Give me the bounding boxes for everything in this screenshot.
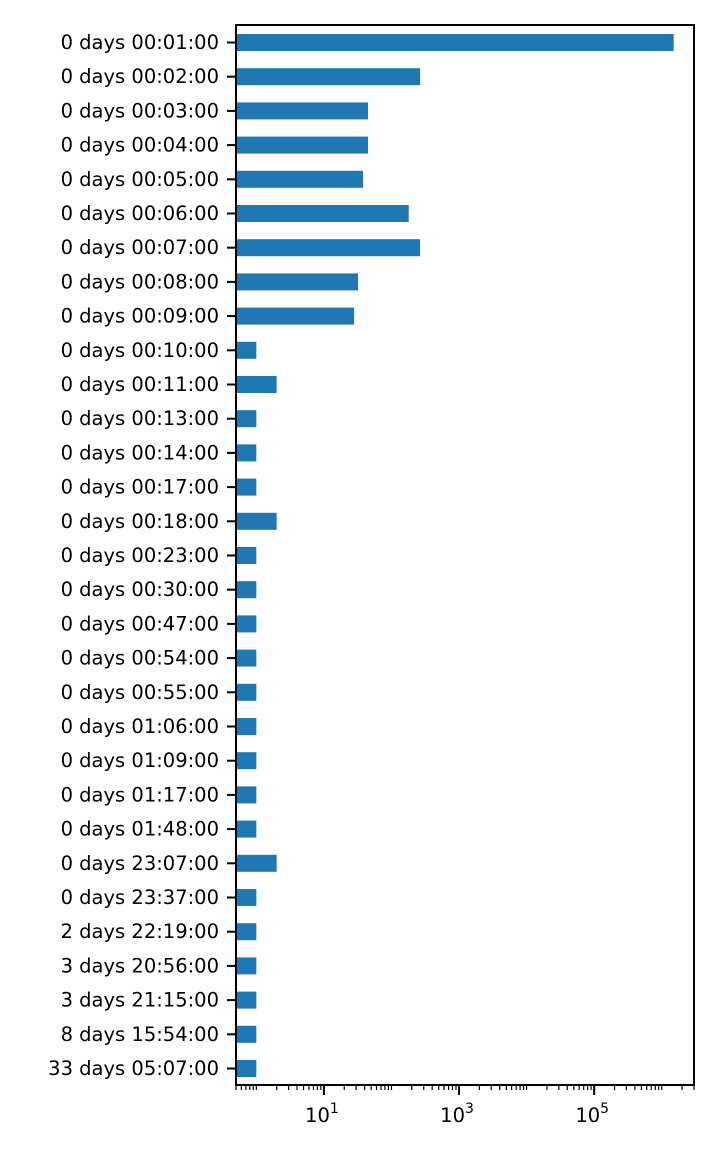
bar xyxy=(236,752,257,770)
y-tick-label: 0 days 00:11:00 xyxy=(61,373,219,396)
bar xyxy=(236,786,257,804)
y-tick-label: 0 days 00:54:00 xyxy=(61,647,219,670)
y-tick-label: 0 days 00:07:00 xyxy=(61,236,219,259)
y-tick-label: 0 days 01:48:00 xyxy=(61,818,219,841)
bar xyxy=(236,68,421,86)
y-tick-label: 0 days 00:47:00 xyxy=(61,612,219,635)
y-tick-label: 8 days 15:54:00 xyxy=(61,1023,219,1046)
y-tick-label: 0 days 00:09:00 xyxy=(61,305,219,328)
bar xyxy=(236,444,257,462)
y-tick-label: 0 days 00:23:00 xyxy=(61,544,219,567)
bar xyxy=(236,410,257,428)
y-tick-label: 0 days 00:14:00 xyxy=(61,441,219,464)
y-tick-label: 2 days 22:19:00 xyxy=(61,920,219,943)
y-tick-label: 0 days 23:07:00 xyxy=(61,852,219,875)
bar xyxy=(236,649,257,667)
y-tick-label: 0 days 00:05:00 xyxy=(61,168,219,191)
y-tick-label: 0 days 00:18:00 xyxy=(61,510,219,533)
bar xyxy=(236,683,257,701)
x-tick-label: 105 xyxy=(575,1101,609,1127)
y-tick-label: 0 days 00:06:00 xyxy=(61,202,219,225)
bar xyxy=(236,170,364,188)
bar xyxy=(236,239,421,257)
bar xyxy=(236,478,257,496)
bar xyxy=(236,957,257,975)
bar xyxy=(236,341,257,359)
bar xyxy=(236,1025,257,1043)
y-tick-label: 0 days 23:37:00 xyxy=(61,886,219,909)
bar xyxy=(236,820,257,838)
bar xyxy=(236,205,409,222)
plot-frame xyxy=(235,24,695,1086)
y-tick-label: 0 days 00:08:00 xyxy=(61,270,219,293)
bar xyxy=(236,273,359,291)
y-tick-label: 0 days 00:30:00 xyxy=(61,578,219,601)
bar xyxy=(236,854,277,872)
bar xyxy=(236,307,355,325)
bar xyxy=(236,547,257,564)
bar xyxy=(236,923,257,941)
bar xyxy=(236,376,277,393)
x-axis: 101 103 105 xyxy=(235,1085,695,1127)
bar xyxy=(236,581,257,599)
y-tick-label: 0 days 00:10:00 xyxy=(61,339,219,362)
bar xyxy=(236,1060,257,1077)
y-tick-label: 33 days 05:07:00 xyxy=(48,1057,219,1080)
bar xyxy=(236,889,257,906)
y-tick-label: 0 days 00:02:00 xyxy=(61,65,219,88)
y-tick-label: 0 days 00:13:00 xyxy=(61,407,219,430)
y-tick-label: 3 days 21:15:00 xyxy=(61,989,219,1012)
bar xyxy=(236,991,257,1009)
x-tick-label: 101 xyxy=(305,1101,339,1127)
bar xyxy=(236,512,277,530)
y-tick-label: 0 days 00:17:00 xyxy=(61,476,219,499)
y-tick-label: 0 days 01:09:00 xyxy=(61,749,219,772)
y-tick-label: 0 days 00:01:00 xyxy=(61,31,219,54)
bar xyxy=(236,718,257,735)
x-tick-label: 103 xyxy=(440,1101,474,1127)
y-tick-label: 0 days 00:04:00 xyxy=(61,134,219,157)
bar xyxy=(236,615,257,633)
y-tick-label: 0 days 01:17:00 xyxy=(61,783,219,806)
y-tick-label: 0 days 01:06:00 xyxy=(61,715,219,738)
y-tick-label: 3 days 20:56:00 xyxy=(61,954,219,977)
y-tick-label: 0 days 00:03:00 xyxy=(61,99,219,122)
bar xyxy=(236,34,674,51)
bars-layer xyxy=(236,34,674,1077)
y-axis: 0 days 00:01:00 0 days 00:02:00 0 days 00:… xyxy=(48,31,236,1080)
y-tick-label: 0 days 00:55:00 xyxy=(61,681,219,704)
bar xyxy=(236,102,369,120)
bar xyxy=(236,136,369,154)
